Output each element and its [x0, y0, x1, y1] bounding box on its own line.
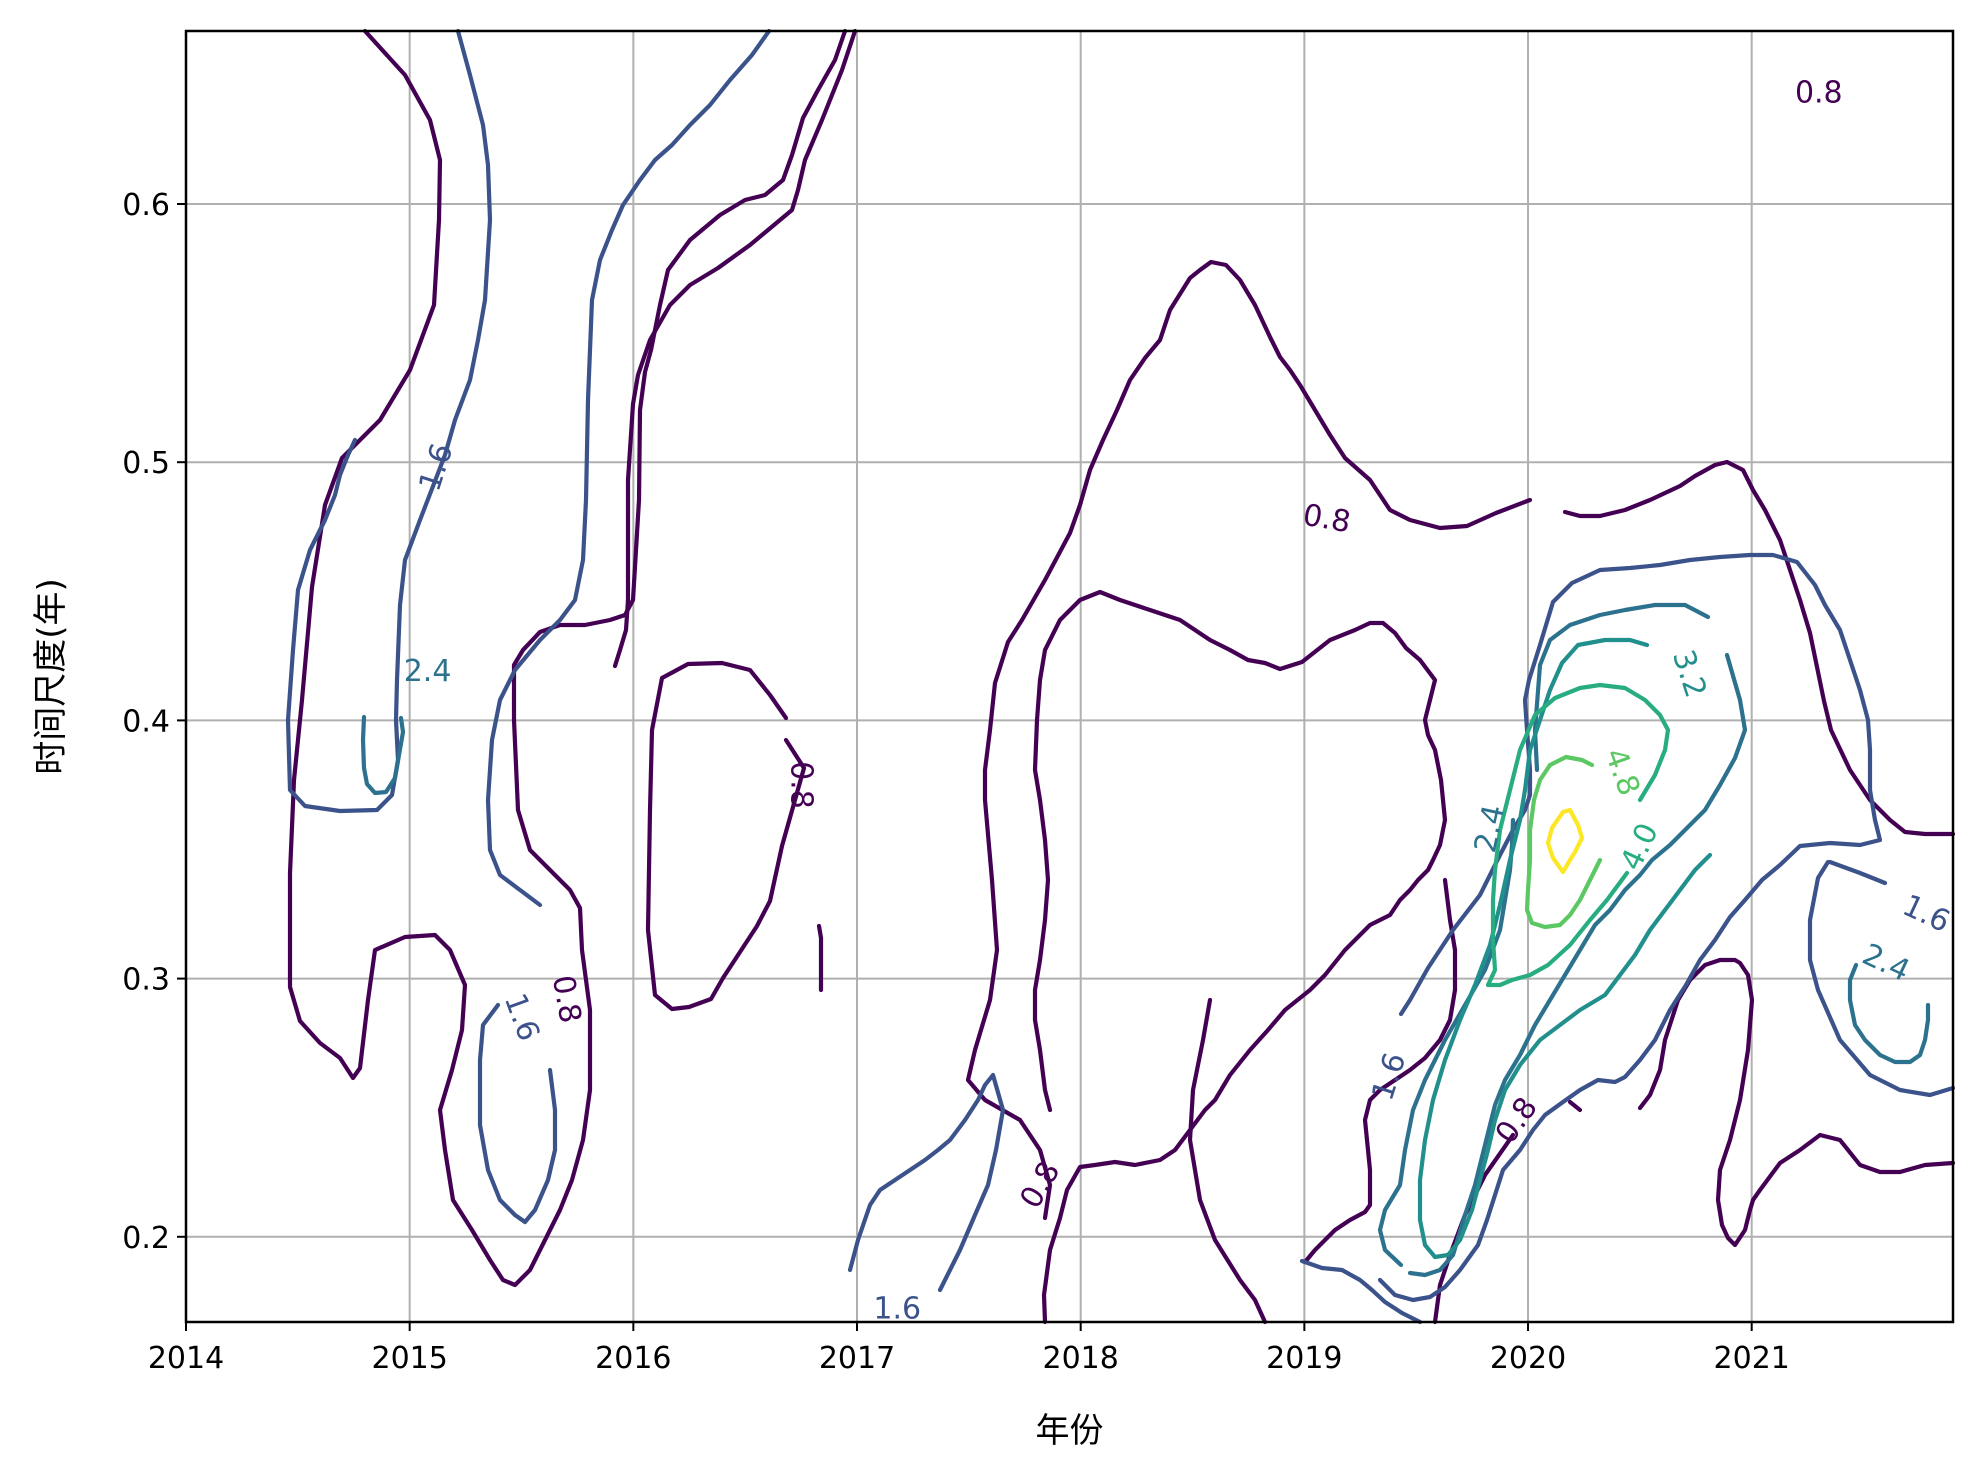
contour-line: [612, 28, 858, 669]
contour-line: [485, 28, 772, 908]
contour-label: 1.6: [1897, 888, 1955, 940]
contour-line: [1302, 877, 1458, 1265]
x-tick-label: 2016: [595, 1341, 671, 1376]
contour-line: [1432, 1132, 1516, 1325]
x-tick-label: 2014: [148, 1341, 224, 1376]
contour-line: [1417, 637, 1713, 1260]
contour-line: [1637, 957, 1956, 1248]
contour-label: 0.8: [1795, 75, 1843, 110]
contour-label: 4.8: [1597, 744, 1646, 801]
contour-label: 0.8: [784, 761, 819, 809]
contour-label: 2.4: [404, 654, 452, 689]
contour-line: [1807, 859, 1956, 1098]
contour-line: [1377, 817, 1516, 1268]
contour-line: [477, 1002, 558, 1225]
y-tick-label: 0.3: [122, 963, 170, 998]
contour-label: 3.2: [1665, 646, 1713, 702]
contour-line: [360, 714, 406, 796]
plot-frame: [184, 29, 1955, 1324]
contour-line: [1847, 962, 1931, 1065]
x-tick-label: 2019: [1266, 1341, 1342, 1376]
contour-labels: 0.80.80.80.80.80.81.61.61.61.61.62.42.42…: [404, 75, 1955, 1326]
contour-line: [1532, 602, 1711, 773]
x-axis-label: 年份: [1036, 1411, 1104, 1451]
contour-line: [1032, 589, 1448, 1325]
y-tick-label: 0.6: [122, 188, 170, 223]
contour-line: [285, 28, 493, 814]
contour-label: 1.6: [497, 989, 546, 1046]
contour-line: [1827, 859, 1888, 886]
contour-line: [965, 259, 1533, 1221]
contour-line: [1299, 1258, 1423, 1325]
contour-line: [1485, 682, 1671, 988]
y-tick-label: 0.4: [122, 704, 170, 739]
contour-line: [645, 660, 807, 1012]
contour-label: 0.8: [1300, 498, 1353, 541]
axis-ticks: 2014 2015 2016 2017 2018 2019 2020 2021 0.2 0.3 0.…: [122, 188, 1790, 1376]
contour-line: [816, 923, 824, 993]
y-tick-label: 0.5: [122, 446, 170, 481]
contour-line: [1545, 807, 1585, 875]
contour-label: 2.4: [1857, 937, 1915, 989]
y-axis-label: 时间尺度(年): [31, 578, 71, 775]
y-tick-label: 0.2: [122, 1221, 170, 1256]
contour-line: [1567, 1099, 1583, 1113]
x-tick-label: 2020: [1490, 1341, 1566, 1376]
contour-line: [1187, 997, 1268, 1325]
x-tick-label: 2021: [1714, 1341, 1790, 1376]
contour-lines: [285, 28, 1956, 1325]
contour-label: 1.6: [1365, 1049, 1413, 1105]
contour-label: 0.8: [1013, 1156, 1067, 1215]
x-tick-label: 2017: [819, 1341, 895, 1376]
contour-label: 4.0: [1614, 818, 1666, 876]
contour-line: [1524, 754, 1603, 930]
contour-line: [847, 1072, 1006, 1293]
x-tick-label: 2018: [1043, 1341, 1119, 1376]
contour-label: 1.6: [412, 439, 460, 495]
contour-label: 0.8: [545, 973, 588, 1026]
contour-line: [1407, 652, 1748, 1278]
contour-line: [1377, 552, 1883, 1303]
grid: [185, 31, 1953, 1322]
x-tick-label: 2015: [371, 1341, 447, 1376]
contour-line: [287, 28, 848, 1288]
